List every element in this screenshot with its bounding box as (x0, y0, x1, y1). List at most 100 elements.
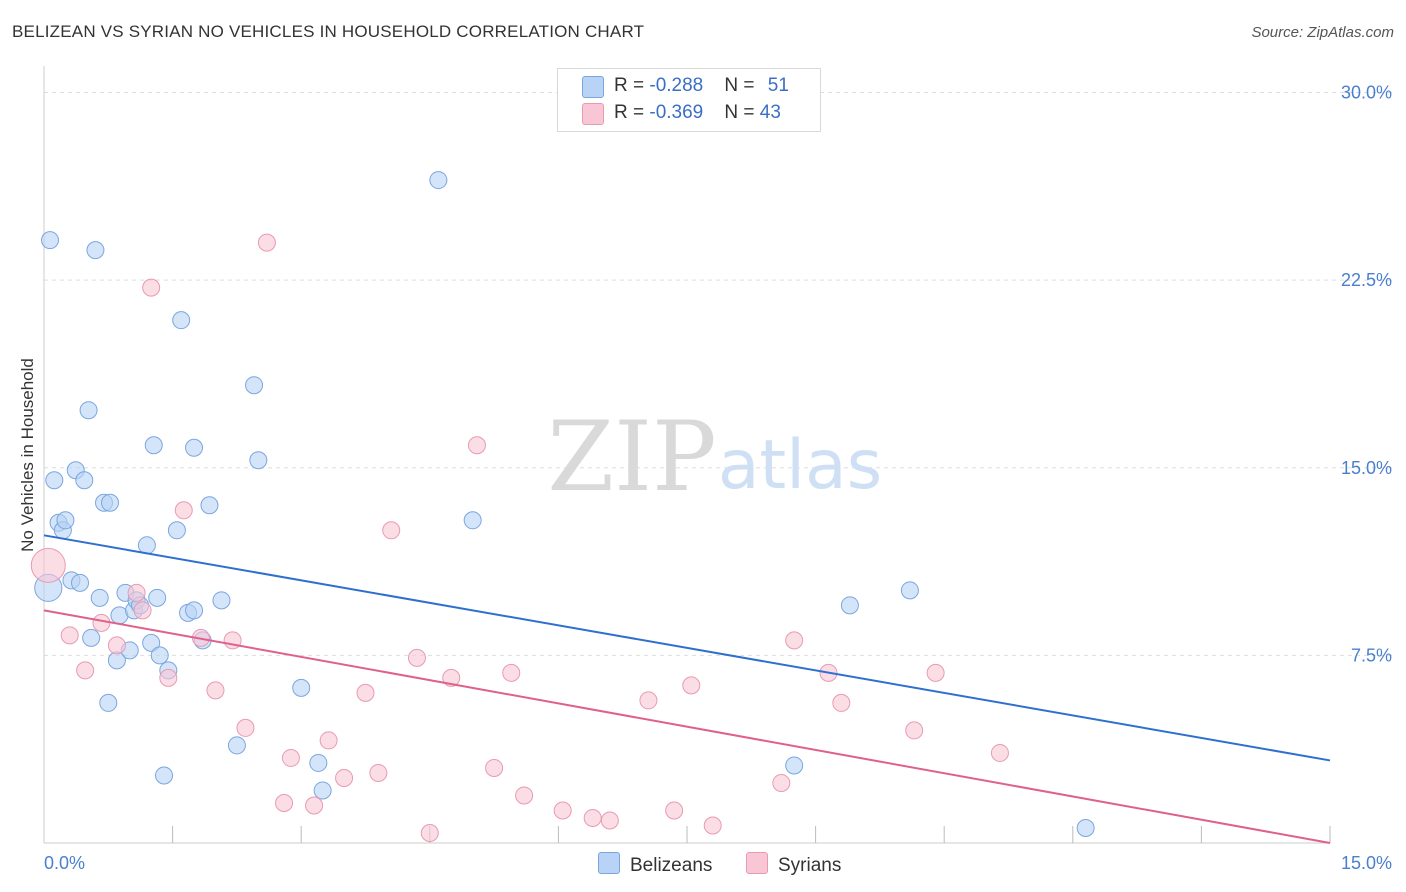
belizean-point (227, 736, 246, 755)
legend-belizeans: Belizeans (598, 852, 712, 877)
syrian-point (76, 661, 95, 680)
belizean-point (429, 171, 448, 190)
belizean-point (185, 438, 204, 457)
syrian-point (30, 547, 66, 583)
syrian-point (832, 693, 851, 712)
belizean-point (144, 436, 163, 455)
syrian-point (407, 648, 426, 667)
syrian-point (319, 731, 338, 750)
syrian-point (257, 233, 276, 252)
syrian-point (990, 743, 1009, 762)
y-tick-label: 30.0% (1341, 83, 1392, 103)
syrian-point (206, 681, 225, 700)
syrian-point (281, 748, 300, 767)
belizean-point (212, 591, 231, 610)
gridlines (44, 92, 1392, 656)
belizean-point (99, 693, 118, 712)
source-label: Source: ZipAtlas.com (1251, 24, 1394, 41)
watermark-zip: ZIP (547, 401, 716, 513)
belizeans-label: Belizeans (630, 855, 713, 876)
syrian-point (60, 626, 79, 645)
syrian-point (553, 801, 572, 820)
syrian-point (174, 501, 193, 520)
x-tick-label: 0.0% (44, 853, 85, 873)
axes (43, 66, 1331, 844)
belizean-point (155, 766, 174, 785)
belizean-point (292, 678, 311, 697)
syrian-point (583, 808, 602, 827)
syrian-point (785, 631, 804, 650)
syrian-point (502, 663, 521, 682)
syrian-point (485, 758, 504, 777)
belizean-point (56, 511, 75, 530)
belizean-point (41, 231, 60, 250)
syrian-point (236, 718, 255, 737)
belizean-point (172, 311, 191, 330)
syrian-point (682, 676, 701, 695)
belizean-point (840, 596, 859, 615)
syrian-point (356, 683, 375, 702)
belizean-point (167, 521, 186, 540)
belizean-n-value: 51 (767, 75, 789, 96)
syrian-point (305, 796, 324, 815)
syrian-point (382, 521, 401, 540)
syrian-point (639, 691, 658, 710)
belizean-point (463, 511, 482, 530)
belizean-point (71, 573, 90, 592)
belizean-point (200, 496, 219, 515)
syrian-points (30, 233, 1009, 842)
belizean-point (309, 753, 328, 772)
correlation-legend: R = -0.288 N = 51 R = -0.369 N = 43 (557, 68, 821, 132)
syrian-point (905, 721, 924, 740)
belizean-point (82, 628, 101, 647)
syrian-point (600, 811, 619, 830)
belizean-point (45, 471, 64, 490)
belizean-n-label: N = (724, 75, 760, 96)
tick-labels: 7.5% 15.0% 22.5% 30.0% 0.0% 15.0% (44, 83, 1392, 873)
syrian-point (369, 763, 388, 782)
syrian-r-label: R = (614, 102, 650, 123)
x-tick-label: 15.0% (1341, 853, 1392, 873)
syrian-point (772, 773, 791, 792)
syrian-point (142, 278, 161, 297)
belizean-point (249, 451, 268, 470)
belizean-point (785, 756, 804, 775)
syrian-n-label: N = (724, 102, 760, 123)
belizean-point (79, 401, 98, 420)
syrian-point (926, 663, 945, 682)
syrian-point (703, 816, 722, 835)
syrian-r-value: -0.369 (649, 102, 704, 123)
belizean-point (90, 588, 109, 607)
y-tick-label: 15.0% (1341, 458, 1392, 478)
syrian-trend-line (43, 609, 1331, 844)
watermark: ZIP atlas (547, 401, 882, 513)
belizean-point (75, 471, 94, 490)
trend-lines (43, 534, 1331, 844)
belizean-point (150, 646, 169, 665)
belizean-point (900, 581, 919, 600)
syrian-point (467, 436, 486, 455)
syrians-swatch (746, 852, 768, 874)
watermark-atlas: atlas (718, 426, 882, 505)
syrian-point (665, 801, 684, 820)
syrian-point (92, 613, 111, 632)
syrian-point (420, 823, 439, 842)
syrian-n-value: 43 (759, 102, 781, 123)
belizean-point (1076, 818, 1095, 837)
belizean-point (101, 493, 120, 512)
belizeans-swatch (598, 852, 620, 874)
syrian-point (127, 583, 146, 602)
syrian-point (107, 636, 126, 655)
syrian-point (442, 668, 461, 687)
belizean-point (86, 241, 105, 260)
belizean-swatch (582, 76, 604, 98)
syrian-swatch (582, 103, 604, 125)
belizean-point (245, 376, 264, 395)
syrian-point (515, 786, 534, 805)
chart-title: BELIZEAN VS SYRIAN NO VEHICLES IN HOUSEH… (12, 22, 645, 41)
belizean-r-value: -0.288 (649, 75, 704, 96)
belizean-point (142, 633, 161, 652)
syrian-point (159, 668, 178, 687)
belizean-trend-line (43, 534, 1331, 762)
